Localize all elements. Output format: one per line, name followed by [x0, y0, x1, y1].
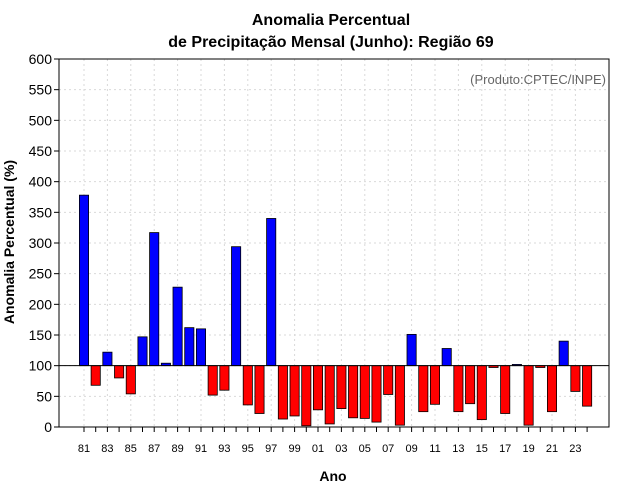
bar-83 [102, 351, 113, 367]
y-axis: 0 50 100 150 200 250 300 350 400 450 500 550 600 [29, 51, 59, 435]
bar-07 [383, 365, 394, 395]
y-tick-label: 100 [29, 358, 53, 374]
bar-00 [301, 365, 312, 427]
bar-15 [476, 365, 487, 421]
bar-21 [547, 365, 558, 413]
bars [79, 194, 593, 427]
bar-82 [90, 365, 101, 386]
bar-24 [582, 365, 593, 407]
y-tick-label: 350 [29, 204, 53, 220]
bar-14 [465, 365, 476, 405]
bar-19 [523, 365, 534, 426]
bar-89 [172, 286, 183, 367]
bar-09 [406, 333, 417, 367]
x-tick-label: 09 [405, 443, 417, 455]
bar-06 [371, 365, 382, 423]
x-tick-label: 15 [476, 443, 488, 455]
x-tick-label: 99 [288, 443, 300, 455]
bar-22 [558, 340, 569, 367]
bar-91 [195, 328, 206, 367]
y-tick-label: 450 [29, 143, 53, 159]
x-axis: 81 83 85 87 89 91 93 95 97 99 01 03 05 07 09 11 13 15 17 19… [78, 427, 588, 455]
y-tick-label: 500 [29, 112, 53, 128]
x-tick-label: 11 [429, 443, 440, 455]
y-tick-label: 600 [29, 51, 53, 67]
y-tick-label: 200 [29, 296, 53, 312]
bar-96 [254, 365, 265, 414]
x-tick-label: 93 [218, 443, 230, 455]
chart-title-line-2: de Precipitação Mensal (Junho): Região 6… [168, 34, 494, 51]
y-tick-label: 300 [29, 235, 53, 251]
bar-01 [312, 365, 323, 411]
y-tick-label: 50 [36, 388, 52, 404]
x-tick-label: 07 [382, 443, 394, 455]
chart-title-line-1: Anomalia Percentual [252, 12, 410, 29]
x-tick-label: 21 [546, 443, 558, 455]
x-tick-label: 23 [569, 443, 581, 455]
bar-12 [441, 348, 452, 367]
bar-03 [336, 365, 347, 409]
bar-84 [114, 365, 125, 379]
bar-04 [348, 365, 359, 419]
x-tick-label: 19 [522, 443, 534, 455]
y-tick-label: 0 [44, 419, 52, 435]
bar-95 [242, 365, 253, 406]
product-credit: (Produto:CPTEC/INPE) [470, 72, 606, 87]
y-tick-label: 400 [29, 174, 53, 190]
x-tick-label: 01 [312, 443, 324, 455]
bar-05 [359, 365, 370, 419]
bar-90 [184, 327, 195, 367]
x-tick-label: 97 [265, 443, 277, 455]
bar-81 [79, 194, 90, 367]
x-tick-label: 85 [125, 443, 137, 455]
y-tick-label: 250 [29, 266, 53, 282]
bar-87 [149, 232, 160, 367]
bar-92 [207, 365, 218, 396]
x-tick-label: 91 [195, 443, 207, 455]
y-tick-label: 150 [29, 327, 53, 343]
bar-13 [453, 365, 464, 413]
bar-23 [570, 365, 581, 392]
x-tick-label: 81 [78, 443, 90, 455]
x-tick-label: 17 [499, 443, 511, 455]
bar-94 [231, 246, 242, 367]
bar-11 [429, 365, 440, 405]
x-tick-label: 13 [452, 443, 464, 455]
bar-99 [289, 365, 300, 417]
y-tick-label: 550 [29, 82, 53, 98]
bar-10 [418, 365, 429, 413]
x-tick-label: 83 [101, 443, 113, 455]
x-tick-label: 05 [359, 443, 371, 455]
x-tick-label: 95 [242, 443, 254, 455]
bar-93 [219, 365, 230, 391]
bar-98 [277, 365, 288, 420]
bar-85 [125, 365, 136, 395]
x-axis-title: Ano [319, 468, 346, 484]
bar-08 [394, 365, 405, 426]
bar-02 [324, 365, 335, 425]
x-tick-label: 89 [171, 443, 183, 455]
x-tick-label: 03 [335, 443, 347, 455]
bar-97 [266, 218, 277, 367]
bar-86 [137, 336, 148, 367]
y-axis-title: Anomalia Percentual (%) [1, 160, 17, 324]
x-tick-label: 87 [148, 443, 160, 455]
bar-17 [500, 365, 511, 414]
